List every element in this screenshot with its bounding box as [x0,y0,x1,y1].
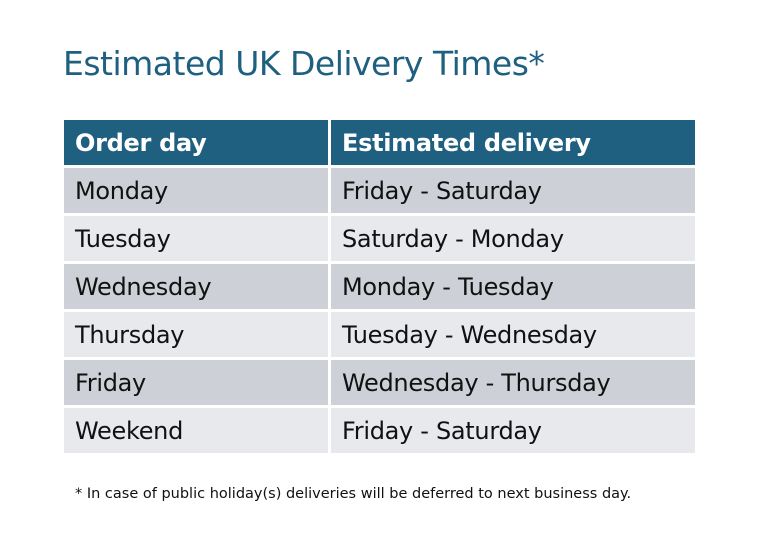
table-row: Weekend Friday - Saturday [64,408,695,453]
delivery-cell: Tuesday - Wednesday [331,312,695,357]
order-day-cell: Monday [64,168,328,213]
table-row: Tuesday Saturday - Monday [64,216,695,261]
delivery-cell: Monday - Tuesday [331,264,695,309]
delivery-times-table: Order day Estimated delivery Monday Frida… [61,117,698,456]
delivery-cell: Saturday - Monday [331,216,695,261]
order-day-cell: Tuesday [64,216,328,261]
footnote: * In case of public holiday(s) deliverie… [75,486,632,502]
table-row: Thursday Tuesday - Wednesday [64,312,695,357]
delivery-cell: Friday - Saturday [331,168,695,213]
page-title: Estimated UK Delivery Times* [63,44,545,83]
delivery-cell: Friday - Saturday [331,408,695,453]
order-day-cell: Friday [64,360,328,405]
order-day-cell: Weekend [64,408,328,453]
order-day-cell: Wednesday [64,264,328,309]
delivery-cell: Wednesday - Thursday [331,360,695,405]
header-estimated-delivery: Estimated delivery [331,120,695,165]
table-header-row: Order day Estimated delivery [64,120,695,165]
table-row: Monday Friday - Saturday [64,168,695,213]
header-order-day: Order day [64,120,328,165]
table-row: Wednesday Monday - Tuesday [64,264,695,309]
table-row: Friday Wednesday - Thursday [64,360,695,405]
order-day-cell: Thursday [64,312,328,357]
